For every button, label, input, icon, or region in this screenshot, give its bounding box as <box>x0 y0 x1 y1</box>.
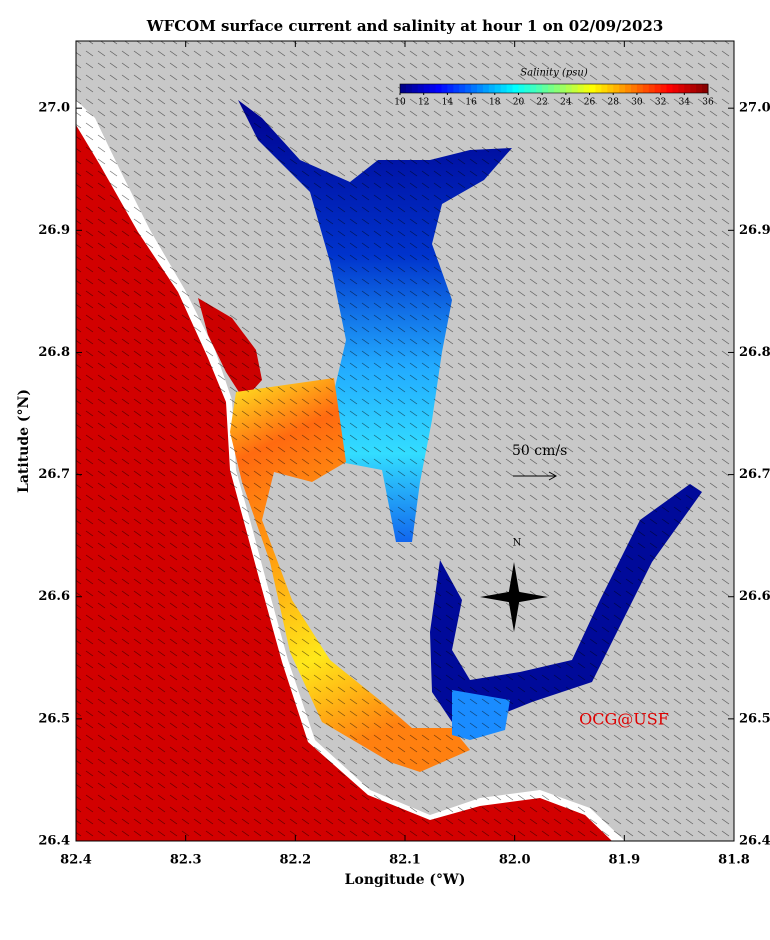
colorbar-cell <box>672 84 679 93</box>
colorbar-frame <box>399 83 709 94</box>
colorbar-cell <box>690 84 697 93</box>
colorbar-cell <box>465 84 472 93</box>
colorbar-tick-label: 34 <box>679 98 691 108</box>
colorbar-cell <box>666 84 673 93</box>
current-vectors <box>76 41 734 841</box>
x-tick-label: 81.9 <box>608 853 640 868</box>
colorbar-tick-label: 18 <box>489 98 501 108</box>
y-tick-label: 26.5 <box>739 711 770 726</box>
x-tick-label: 82.3 <box>170 853 202 868</box>
x-axis-label: Longitude (°W) <box>345 872 466 888</box>
colorbar-tick-label: 22 <box>536 98 547 108</box>
colorbar-cell <box>571 84 579 93</box>
colorbar-cell <box>559 84 567 93</box>
y-axis-label: Latitude (°N) <box>16 389 32 493</box>
colorbar-cell <box>625 84 632 93</box>
colorbar-label: Salinity (psu) <box>520 68 588 79</box>
y-tick-label: 27.0 <box>38 101 70 116</box>
y-tick-label: 26.8 <box>739 345 770 360</box>
colorbar-tick-label: 20 <box>513 98 525 108</box>
colorbar-cell <box>589 84 596 93</box>
colorbar-cell <box>453 84 460 93</box>
colorbar-tick-label: 14 <box>442 98 454 108</box>
colorbar-cell <box>542 84 549 93</box>
colorbar-cell <box>631 84 638 93</box>
scale-arrow-label: 50 cm/s <box>512 443 567 459</box>
y-tick-label: 26.7 <box>38 467 70 482</box>
colorbar-cell <box>636 84 644 93</box>
x-tick-label: 82.4 <box>60 853 92 868</box>
y-tick-label: 26.6 <box>38 589 70 604</box>
colorbar-cell <box>477 84 484 93</box>
colorbar-cell <box>447 84 454 93</box>
colorbar-cell <box>482 84 490 93</box>
colorbar-cell <box>429 84 437 93</box>
y-tick-label: 26.9 <box>38 223 70 238</box>
colorbar-cell <box>524 84 531 93</box>
colorbar-cell <box>471 84 478 93</box>
colorbar-cell <box>660 84 668 93</box>
y-tick-label: 26.4 <box>38 834 70 849</box>
colorbar-cell <box>595 84 602 93</box>
colorbar-tick-label: 16 <box>465 98 477 108</box>
colorbar-cell <box>518 84 525 93</box>
colorbar-cell <box>488 84 496 93</box>
colorbar-cell <box>696 84 703 93</box>
y-tick-label: 26.4 <box>739 834 770 849</box>
y-tick-label: 26.8 <box>38 345 70 360</box>
compass-ew <box>480 591 548 603</box>
colorbar-tick-label: 12 <box>418 98 429 108</box>
colorbar-cell <box>548 84 555 93</box>
colorbar-cell <box>494 84 502 93</box>
y-tick-label: 27.0 <box>739 101 770 116</box>
colorbar-tick-label: 10 <box>394 98 406 108</box>
colorbar-cell <box>702 84 709 93</box>
colorbar-cell <box>506 84 514 93</box>
colorbar-cell <box>642 84 650 93</box>
colorbar-cell <box>435 84 442 93</box>
colorbar-tick-label: 36 <box>702 98 714 108</box>
colorbar-cell <box>554 84 561 93</box>
x-tick-label: 81.8 <box>718 853 750 868</box>
colorbar-cell <box>459 84 466 93</box>
y-tick-label: 26.6 <box>739 589 770 604</box>
scale-arrow-head <box>548 471 558 481</box>
colorbar-cell <box>654 84 662 93</box>
credit: OCG@USF <box>579 710 669 729</box>
colorbar-cell <box>441 84 448 93</box>
colorbar-cell <box>530 84 537 93</box>
compass-label: N <box>513 538 522 549</box>
map-title: WFCOM surface current and salinity at ho… <box>146 17 664 35</box>
colorbar-cell <box>583 84 591 93</box>
colorbar-cell <box>648 84 656 93</box>
y-tick-label: 26.9 <box>739 223 770 238</box>
colorbar-cell <box>417 84 425 93</box>
colorbar-cell <box>500 84 508 93</box>
colorbar-cell <box>423 84 431 93</box>
colorbar-tick-label: 30 <box>631 98 643 108</box>
colorbar-cell <box>684 84 691 93</box>
colorbar-tick-label: 26 <box>584 98 596 108</box>
colorbar-cell <box>577 84 585 93</box>
colorbar-tick-label: 24 <box>560 98 572 108</box>
colorbar-cell <box>405 84 413 93</box>
colorbar-cell <box>601 84 608 93</box>
colorbar-cell <box>411 84 419 93</box>
colorbar-tick-label: 28 <box>608 98 620 108</box>
colorbar-cell <box>613 84 620 93</box>
y-tick-label: 26.7 <box>739 467 770 482</box>
colorbar-cell <box>536 84 543 93</box>
colorbar-cell <box>400 84 407 93</box>
colorbar-cell <box>607 84 614 93</box>
x-tick-label: 82.1 <box>389 853 421 868</box>
x-tick-label: 82.0 <box>499 853 531 868</box>
colorbar-cell <box>565 84 573 93</box>
colorbar-cell <box>512 84 519 93</box>
x-tick-label: 82.2 <box>279 853 311 868</box>
colorbar-cell <box>678 84 685 93</box>
colorbar-cell <box>619 84 626 93</box>
y-tick-label: 26.5 <box>38 711 70 726</box>
colorbar-tick-label: 32 <box>655 98 666 108</box>
